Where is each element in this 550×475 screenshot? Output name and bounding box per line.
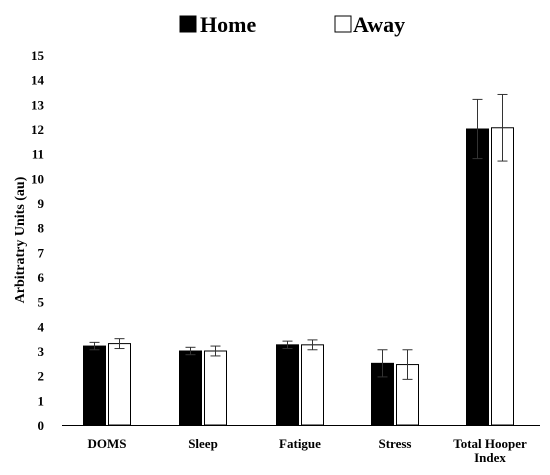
bars bbox=[83, 127, 514, 426]
error-bar-away-fatigue bbox=[307, 339, 318, 351]
error-bar-away-sleep bbox=[210, 345, 221, 357]
x-tick-label-line: Stress bbox=[379, 436, 412, 451]
y-tick-label: 7 bbox=[38, 245, 45, 260]
x-tick-label: Total Hooper Index bbox=[453, 436, 527, 465]
y-tick-label: 1 bbox=[38, 393, 45, 408]
error-bars bbox=[89, 93, 508, 380]
x-tick-label-line: DOMS bbox=[88, 436, 127, 451]
y-tick-label: 9 bbox=[38, 196, 45, 211]
bar-home-doms bbox=[83, 345, 106, 426]
y-tick-label: 2 bbox=[38, 369, 45, 384]
legend-swatch-home bbox=[179, 15, 197, 33]
error-bar-away-stress bbox=[402, 349, 413, 380]
legend-label-away: Away bbox=[353, 12, 405, 37]
x-tick-label: Fatigue bbox=[279, 436, 321, 451]
legend-label-home: Home bbox=[200, 12, 256, 37]
error-bar-home-total-hooper-index bbox=[472, 98, 483, 160]
bar-home-total-hooper-index bbox=[466, 128, 489, 426]
y-tick-label: 4 bbox=[38, 319, 45, 334]
x-tick-label-line: Index bbox=[474, 450, 506, 465]
error-bar-home-sleep bbox=[185, 346, 196, 356]
y-tick-label: 15 bbox=[31, 48, 45, 63]
bar-home-sleep bbox=[179, 350, 202, 426]
bar-away-fatigue bbox=[301, 344, 324, 426]
legend: Home Away bbox=[179, 12, 405, 37]
error-bar-home-stress bbox=[377, 349, 388, 378]
bar-home-fatigue bbox=[276, 344, 299, 426]
x-tick-label-line: Fatigue bbox=[279, 436, 321, 451]
x-tick-label: Sleep bbox=[188, 436, 218, 451]
y-tick-label: 14 bbox=[31, 73, 45, 88]
error-bar-home-fatigue bbox=[282, 340, 293, 350]
y-tick-label: 13 bbox=[31, 97, 45, 112]
x-tick-label: Stress bbox=[379, 436, 412, 451]
y-tick-label: 8 bbox=[38, 221, 45, 236]
y-tick-label: 0 bbox=[38, 418, 45, 433]
x-tick-label-line: Total Hooper bbox=[453, 436, 527, 451]
y-tick-label: 11 bbox=[32, 147, 44, 162]
y-tick-label: 6 bbox=[38, 270, 45, 285]
x-tick-label-line: Sleep bbox=[188, 436, 218, 451]
legend-swatch-away bbox=[334, 15, 352, 33]
x-axis-ticks: DOMS Sleep Fatigue Stress Total Hooper Index bbox=[88, 436, 527, 465]
error-bar-away-total-hooper-index bbox=[497, 93, 508, 162]
y-tick-label: 12 bbox=[31, 122, 44, 137]
y-tick-label: 5 bbox=[38, 295, 45, 310]
error-bar-home-doms bbox=[89, 341, 100, 351]
bar-away-doms bbox=[108, 343, 131, 426]
bar-away-sleep bbox=[204, 350, 227, 426]
y-axis-label: Arbitratry Units (au) bbox=[13, 176, 28, 303]
y-tick-label: 10 bbox=[31, 171, 44, 186]
error-bar-away-doms bbox=[114, 338, 125, 350]
bar-away-total-hooper-index bbox=[491, 127, 514, 426]
y-tick-label: 3 bbox=[38, 344, 45, 359]
x-tick-label: DOMS bbox=[88, 436, 127, 451]
